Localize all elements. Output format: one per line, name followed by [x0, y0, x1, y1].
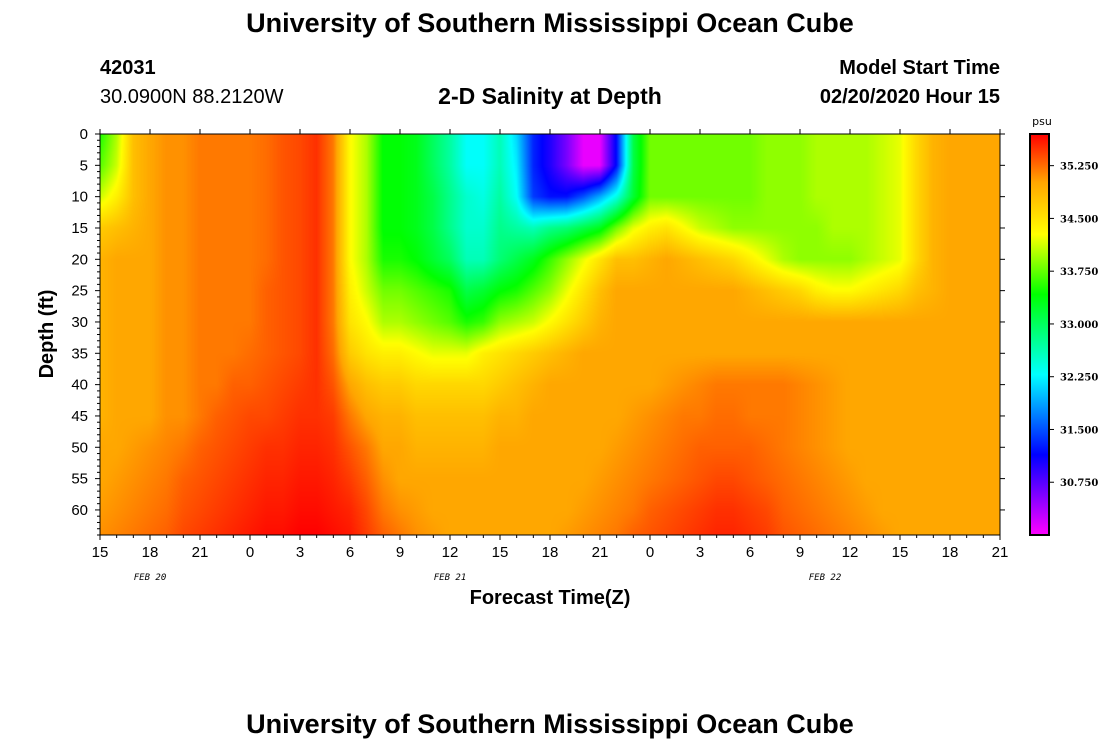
x-tick-label: 0: [646, 544, 654, 561]
y-tick-label: 15: [71, 220, 88, 237]
y-tick-label: 35: [71, 345, 88, 362]
y-tick-label: 10: [71, 189, 88, 206]
x-tick-label: 15: [892, 544, 909, 561]
y-tick-label: 30: [71, 314, 88, 331]
colorbar-tick-label: 33.750: [1060, 267, 1098, 278]
colorbar-tick-label: 34.500: [1060, 214, 1098, 225]
x-tick-label: 6: [346, 544, 354, 561]
x-tick-label: 18: [142, 544, 159, 561]
footer-title: University of Southern Mississippi Ocean…: [246, 709, 854, 739]
colorbar-tick-label: 35.250: [1060, 162, 1098, 173]
date-label: FEB 22: [809, 573, 842, 583]
x-tick-label: 12: [442, 544, 459, 561]
plot-title: 2-D Salinity at Depth: [438, 83, 662, 109]
colorbar-tick-label: 30.750: [1060, 478, 1098, 489]
x-axis-label: Forecast Time(Z): [470, 587, 631, 609]
colorbar-tick-label: 31.500: [1060, 425, 1098, 436]
y-tick-label: 60: [71, 502, 88, 519]
station-id: 42031: [100, 57, 156, 79]
plot-frame: [99, 133, 1001, 536]
date-label: FEB 21: [434, 573, 467, 583]
heatmap-area: [100, 134, 1000, 535]
colorbar-unit-label: psu: [1032, 115, 1052, 128]
x-tick-label: 0: [246, 544, 254, 561]
model-start-time: 02/20/2020 Hour 15: [819, 86, 1000, 108]
y-tick-label: 0: [80, 126, 88, 143]
y-tick-label: 40: [71, 377, 88, 394]
colorbar-tick-label: 32.250: [1060, 373, 1098, 384]
colorbar-tick-label: 33.000: [1060, 320, 1098, 331]
x-tick-label: 21: [992, 544, 1009, 561]
station-coordinates: 30.0900N 88.2120W: [100, 86, 284, 108]
y-tick-label: 45: [71, 408, 88, 425]
x-tick-label: 21: [192, 544, 209, 561]
y-tick-label: 5: [80, 157, 88, 174]
y-tick-label: 55: [71, 471, 88, 488]
x-tick-label: 3: [696, 544, 704, 561]
x-tick-label: 9: [796, 544, 804, 561]
y-axis-label: Depth (ft): [36, 290, 58, 379]
y-tick-label: 50: [71, 439, 88, 456]
model-start-label: Model Start Time: [839, 57, 1000, 79]
x-tick-label: 18: [942, 544, 959, 561]
x-tick-label: 9: [396, 544, 404, 561]
x-tick-label: 3: [296, 544, 304, 561]
x-tick-label: 18: [542, 544, 559, 561]
x-tick-label: 15: [92, 544, 109, 561]
x-tick-label: 21: [592, 544, 609, 561]
x-tick-label: 12: [842, 544, 859, 561]
colorbar: [1029, 133, 1050, 536]
y-tick-label: 25: [71, 283, 88, 300]
y-tick-label: 20: [71, 251, 88, 268]
date-label: FEB 20: [134, 573, 167, 583]
x-tick-label: 15: [492, 544, 509, 561]
page-title: University of Southern Mississippi Ocean…: [246, 8, 854, 38]
x-tick-label: 6: [746, 544, 754, 561]
